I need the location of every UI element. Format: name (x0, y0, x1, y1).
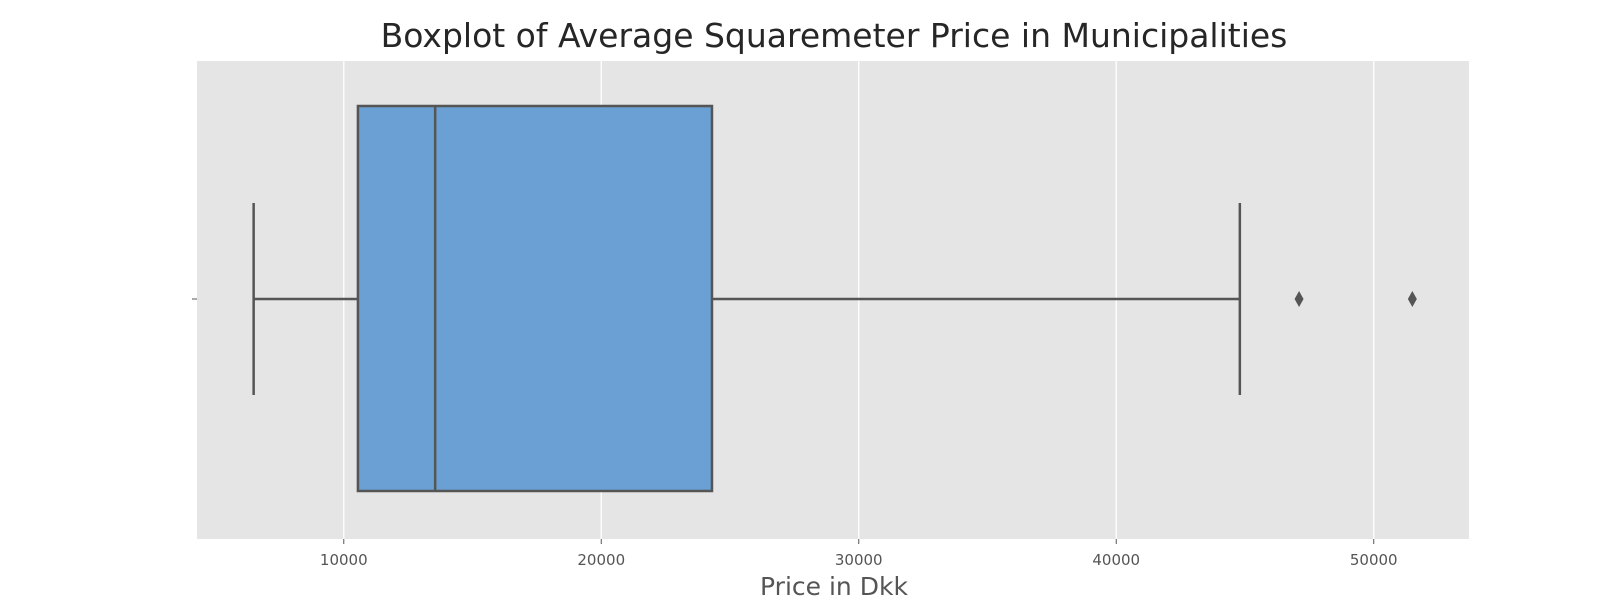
x-axis-label: Price in Dkk (760, 572, 908, 596)
x-tick-label: 50000 (1350, 551, 1398, 569)
box-group (252, 104, 1417, 493)
iqr-box (356, 104, 714, 493)
x-tick-label: 20000 (577, 551, 625, 569)
outlier-point (1294, 291, 1304, 307)
x-tick-label: 10000 (320, 551, 368, 569)
x-axis-ticks: 10000 20000 30000 40000 50000 (320, 539, 1398, 569)
x-tick-label: 30000 (835, 551, 883, 569)
x-tick-label: 40000 (1092, 551, 1140, 569)
outlier-point (1407, 291, 1417, 307)
chart-title: Boxplot of Average Squaremeter Price in … (381, 16, 1288, 55)
